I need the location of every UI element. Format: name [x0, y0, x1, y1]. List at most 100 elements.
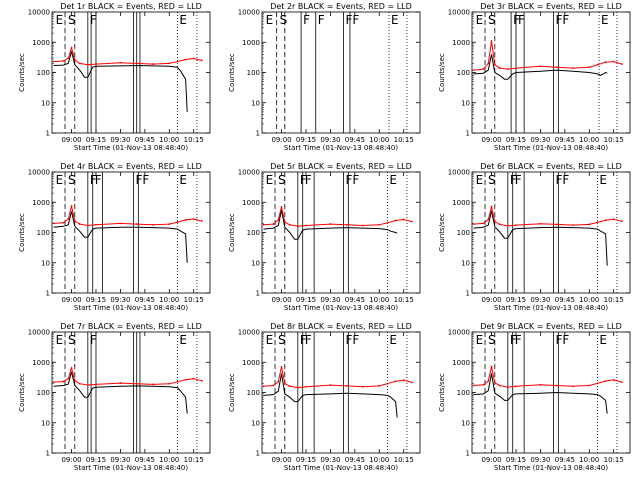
marker-label: E — [179, 173, 187, 187]
panel: Det 5r BLACK = Events, RED = LLD 1 10 100 10… — [228, 162, 421, 312]
panel-title: Det 4r BLACK = Events, RED = LLD — [60, 162, 202, 171]
panel-title: Det 6r BLACK = Events, RED = LLD — [480, 162, 622, 171]
x-tick-label: 09:15 — [296, 456, 316, 464]
events-series-line — [53, 51, 188, 112]
panel: Det 6r BLACK = Events, RED = LLD 1 10 100 10… — [438, 162, 631, 312]
y-tick-label: 100 — [457, 69, 470, 77]
lld-data-point — [490, 205, 493, 208]
x-tick-label: 09:00 — [271, 136, 291, 144]
marker-label: F — [305, 173, 312, 187]
lld-data-point — [192, 377, 195, 380]
panel-title: Det 1r BLACK = Events, RED = LLD — [60, 2, 202, 11]
y-tick-label: 10000 — [448, 169, 470, 177]
lld-data-point — [620, 63, 623, 65]
x-tick-label: 10:00 — [579, 456, 599, 464]
panel: Det 4r BLACK = Events, RED = LLD 1 10 100 10… — [18, 162, 211, 312]
lld-data-point — [86, 224, 89, 227]
y-tick-label: 10000 — [238, 329, 260, 337]
lld-data-point — [378, 385, 381, 387]
lld-data-point — [70, 367, 73, 370]
lld-data-point — [588, 384, 591, 387]
lld-data-point — [152, 383, 154, 386]
y-tick-label: 1 — [466, 290, 470, 298]
marker-label: E — [391, 13, 399, 27]
lld-data-point — [184, 219, 187, 221]
marker-label: FF — [135, 173, 149, 187]
x-tick-label: 10:15 — [604, 136, 624, 144]
marker-label: F — [513, 13, 520, 27]
lld-data-point — [95, 63, 97, 65]
marker-label: F — [515, 333, 522, 347]
lld-data-point — [612, 218, 615, 221]
lld-data-point — [386, 221, 389, 224]
lld-data-point — [184, 58, 187, 61]
x-tick-label: 09:00 — [481, 456, 501, 464]
y-axis-label: Counts/sec — [228, 373, 236, 412]
y-axis-label: Counts/sec — [18, 373, 26, 412]
marker-label: E — [599, 173, 607, 187]
lld-data-point — [572, 67, 574, 69]
y-tick-label: 100 — [247, 389, 260, 397]
lld-series-line — [53, 205, 203, 227]
y-tick-label: 1 — [256, 290, 260, 298]
lld-data-point — [176, 221, 179, 224]
marker-label: E — [56, 13, 64, 27]
lld-data-point — [52, 222, 55, 225]
marker-label: F — [510, 173, 517, 187]
x-tick-label: 10:15 — [604, 296, 624, 304]
y-tick-label: 10000 — [238, 9, 260, 17]
lld-data-point — [200, 59, 203, 62]
lld-data-point — [176, 60, 179, 63]
x-tick-label: 10:15 — [184, 296, 204, 304]
marker-label: FF — [555, 173, 569, 187]
panel: Det 8r BLACK = Events, RED = LLD 1 10 100 10… — [228, 322, 421, 472]
marker-label: F — [510, 333, 517, 347]
panel: Det 3r BLACK = Events, RED = LLD 1 10 100 10… — [438, 2, 631, 152]
lld-data-point — [296, 225, 299, 228]
lld-data-point — [482, 222, 485, 225]
y-axis-label: Counts/sec — [228, 213, 236, 252]
y-tick-label: 10000 — [28, 9, 50, 17]
lld-data-point — [95, 383, 97, 386]
lld-data-point — [73, 379, 76, 382]
plot-frame — [51, 171, 211, 294]
y-tick-label: 10 — [41, 419, 50, 427]
lld-data-point — [272, 384, 275, 387]
y-tick-label: 10 — [461, 99, 470, 107]
y-tick-label: 10 — [461, 419, 470, 427]
y-tick-label: 1 — [256, 450, 260, 458]
x-tick-label: 09:00 — [61, 456, 81, 464]
lld-data-point — [168, 223, 171, 225]
marker-label: FF — [345, 173, 359, 187]
marker-label: E — [266, 173, 274, 187]
marker-label: F — [95, 173, 102, 187]
marker-label: E — [266, 333, 274, 347]
x-tick-label: 10:00 — [579, 136, 599, 144]
lld-data-point — [487, 218, 490, 221]
y-tick-label: 10 — [251, 419, 260, 427]
lld-series-line — [473, 366, 623, 388]
panel: Det 7r BLACK = Events, RED = LLD 1 10 100 10… — [18, 322, 211, 472]
lld-data-point — [296, 386, 299, 389]
x-tick-label: 09:45 — [135, 456, 155, 464]
marker-label: F — [300, 333, 307, 347]
x-tick-label: 10:00 — [369, 136, 389, 144]
plot-frame — [261, 331, 421, 454]
x-tick-label: 09:45 — [345, 296, 365, 304]
lld-data-point — [596, 63, 599, 66]
y-tick-label: 1000 — [242, 359, 260, 367]
marker-label: S — [278, 173, 286, 187]
events-series-line — [473, 373, 608, 414]
lld-data-point — [596, 221, 599, 224]
panel: Det 1r BLACK = Events, RED = LLD 1 10 100 10… — [18, 2, 211, 152]
x-tick-label: 09:30 — [320, 136, 340, 144]
y-tick-label: 1 — [46, 450, 50, 458]
y-tick-label: 10000 — [448, 329, 470, 337]
y-tick-label: 100 — [37, 69, 50, 77]
marker-label: F — [518, 13, 525, 27]
lld-data-point — [515, 67, 517, 69]
lld-data-point — [493, 63, 496, 66]
lld-data-point — [386, 382, 389, 385]
x-tick-label: 09:30 — [530, 136, 550, 144]
